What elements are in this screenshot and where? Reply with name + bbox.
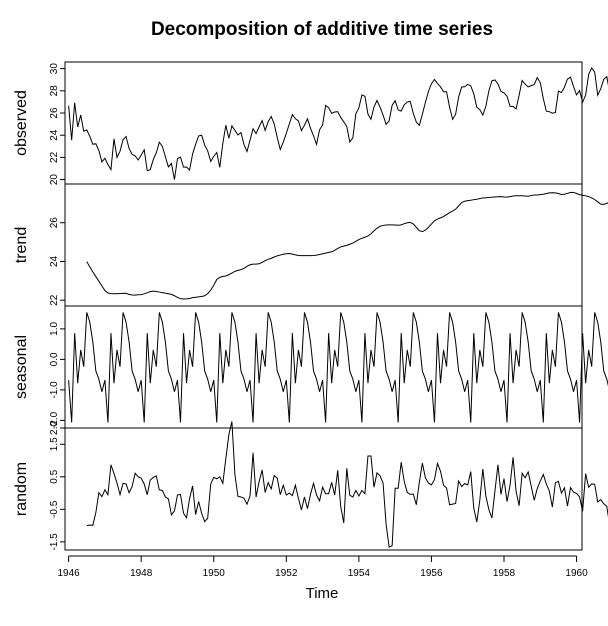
y-tick-label: 24 <box>49 129 60 141</box>
y-axis-label-seasonal: seasonal <box>13 335 30 399</box>
y-tick-label: 0.0 <box>49 352 60 366</box>
panel-frame-trend <box>64 183 583 307</box>
y-tick-label: 20 <box>49 174 60 186</box>
y-tick-label: 26 <box>49 217 60 229</box>
panel-trend: 22 24 26 trend <box>13 183 608 307</box>
series-line-trend <box>86 191 608 300</box>
y-tick-label: -2.0 <box>49 411 60 429</box>
x-tick-label: 1960 <box>565 568 588 579</box>
y-tick-label: -0.5 <box>49 500 60 518</box>
panel-frame-seasonal <box>64 305 583 429</box>
x-tick-label: 1958 <box>493 568 516 579</box>
x-axis-label: Time <box>306 585 339 602</box>
y-tick-label: 30 <box>49 63 60 75</box>
panel-frame-observed <box>64 61 583 185</box>
y-tick-label: 0.5 <box>49 469 60 483</box>
x-axis: 1946 1948 1950 1952 1954 1956 1958 1960 <box>58 555 588 579</box>
x-tick-label: 1948 <box>130 568 153 579</box>
y-axis-label-trend: trend <box>13 227 30 263</box>
x-tick-label: 1946 <box>58 568 81 579</box>
y-tick-label: 26 <box>49 107 60 119</box>
y-axis-label-observed: observed <box>13 90 30 156</box>
panel-frame-random <box>64 427 583 551</box>
x-tick-label: 1956 <box>420 568 443 579</box>
panel-seasonal: -2.0 -1.0 0.0 1.0 seasonal <box>13 305 608 429</box>
y-axis-label-random: random <box>13 462 30 516</box>
series-line-seasonal <box>68 312 608 423</box>
series-line-observed <box>68 67 608 180</box>
y-tick-label: 24 <box>49 255 60 267</box>
y-tick-label: 1.5 <box>49 437 60 451</box>
series-line-random <box>86 421 608 548</box>
x-tick-label: 1952 <box>275 568 298 579</box>
y-tick-label: -1.0 <box>49 381 60 399</box>
panel-observed: 20 22 24 26 28 30 observed <box>13 61 608 186</box>
y-tick-label: -1.5 <box>49 533 60 551</box>
y-tick-label: 1.0 <box>49 321 60 335</box>
y-tick-label: 22 <box>49 151 60 163</box>
y-tick-label: 28 <box>49 85 60 97</box>
y-tick-label: 22 <box>49 294 60 306</box>
panels: 20 22 24 26 28 30 observed 22 24 26 trend -2.0 -1.0 0… <box>13 61 608 551</box>
x-tick-label: 1954 <box>348 568 371 579</box>
panel-random: -1.5 -0.5 0.5 1.5 2.0 random <box>13 421 608 551</box>
x-tick-label: 1950 <box>203 568 226 579</box>
y-tick-label: 2.0 <box>49 421 60 435</box>
chart-title: Decomposition of additive time series <box>151 19 493 40</box>
